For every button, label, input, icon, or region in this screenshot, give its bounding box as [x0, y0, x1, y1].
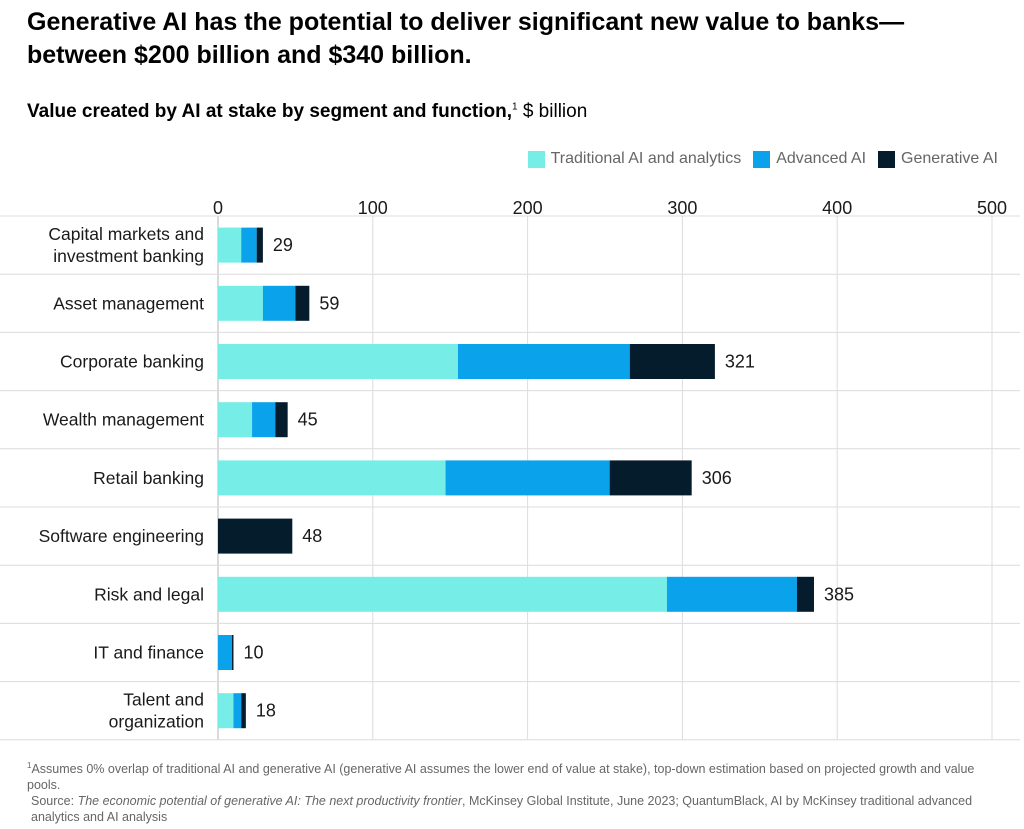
bar-total-label: 18	[256, 701, 276, 721]
x-tick-label-300: 300	[667, 198, 697, 218]
category-label: Risk and legal	[94, 584, 204, 604]
bar-segment-generative	[609, 460, 692, 496]
bar-segment-traditional	[218, 402, 253, 438]
bar-segment-advanced	[262, 285, 296, 321]
bar-segment-generative	[796, 576, 814, 612]
category-label-line: organization	[109, 712, 204, 732]
category-label-line: Talent and	[123, 690, 204, 710]
bar-segment-generative	[275, 402, 288, 438]
legend-item-traditional: Traditional AI and analytics	[527, 150, 742, 168]
x-tick-label-400: 400	[822, 198, 852, 218]
chart-subtitle: Value created by AI at stake by segment …	[27, 101, 587, 123]
chart-headline: Generative AI has the potential to deliv…	[27, 6, 987, 72]
category-label: Retail banking	[93, 468, 204, 488]
bar-segment-advanced	[241, 227, 257, 263]
bar-segment-generative	[218, 518, 293, 554]
bar-segment-advanced	[218, 635, 232, 670]
subtitle-bold: Value created by AI at stake by segment …	[27, 101, 512, 122]
bar-segment-advanced	[233, 693, 242, 729]
category-label-line: investment banking	[53, 246, 204, 266]
category-label-line: Capital markets and	[48, 224, 204, 244]
source-title: The economic potential of generative AI:…	[77, 794, 463, 809]
legend-swatch-generative	[878, 150, 896, 168]
bar-total-label: 48	[302, 526, 322, 546]
bar-total-label: 321	[725, 352, 755, 372]
bar-segment-traditional	[218, 460, 446, 496]
x-tick-label-0: 0	[213, 198, 223, 218]
bar-segment-generative	[295, 285, 310, 321]
stacked-bar-chart: 0 100 200 300 400 500 29 Capital markets and inv…	[0, 198, 1020, 741]
category-label: Capital markets and investment banking	[48, 224, 204, 266]
chart-legend: Traditional AI and analytics Advanced AI…	[516, 150, 998, 168]
bar-segment-generative	[256, 227, 263, 263]
bar-segment-traditional	[218, 285, 263, 321]
x-tick-label-500: 500	[977, 198, 1007, 218]
source-prefix: Source:	[31, 794, 78, 809]
legend-swatch-traditional	[527, 150, 545, 168]
category-label: Software engineering	[39, 526, 204, 546]
bar-total-label: 45	[298, 410, 318, 430]
category-label: Wealth management	[43, 410, 204, 430]
bar-segment-advanced	[252, 402, 276, 438]
legend-swatch-advanced	[753, 150, 771, 168]
x-tick-label-100: 100	[358, 198, 388, 218]
bar-segment-advanced	[445, 460, 610, 496]
bar-segment-generative	[241, 693, 246, 729]
category-label: IT and finance	[93, 643, 204, 663]
legend-label-traditional: Traditional AI and analytics	[550, 150, 742, 167]
category-label-line: Retail banking	[93, 468, 204, 488]
category-label-line: Corporate banking	[60, 352, 204, 372]
subtitle-unit: $ billion	[517, 101, 588, 122]
bar-segment-generative	[629, 344, 715, 379]
bar-segment-traditional	[218, 227, 242, 263]
bar-total-label: 10	[243, 643, 263, 663]
footnotes: 1Assumes 0% overlap of traditional AI an…	[27, 758, 987, 825]
headline-line-1: Generative AI has the potential to deliv…	[27, 8, 905, 36]
source-rest: , McKinsey Global Institute, June 2023; …	[31, 794, 973, 825]
footnote-note-marker: 1	[27, 761, 32, 770]
category-label: Corporate banking	[60, 352, 204, 372]
footnote-marker: 1	[512, 101, 518, 113]
bar-total-label: 59	[319, 293, 339, 313]
legend-label-generative: Generative AI	[901, 150, 998, 167]
footnote-note-text: Assumes 0% overlap of traditional AI and…	[27, 762, 975, 793]
category-label-line: IT and finance	[93, 643, 204, 663]
x-tick-label-200: 200	[513, 198, 543, 218]
bar-segment-traditional	[218, 693, 234, 729]
footnote-note: 1Assumes 0% overlap of traditional AI an…	[27, 758, 987, 793]
bar-total-label: 306	[702, 468, 732, 488]
category-label-line: Risk and legal	[94, 584, 204, 604]
bar-segment-advanced	[457, 344, 630, 379]
bar-total-label: 385	[824, 584, 854, 604]
source-note: Source: The economic potential of genera…	[27, 793, 987, 825]
category-label-line: Software engineering	[39, 526, 204, 546]
category-label: Talent and organization	[109, 690, 204, 732]
bar-segment-traditional	[218, 576, 667, 612]
category-label-line: Wealth management	[43, 410, 204, 430]
legend-label-advanced: Advanced AI	[776, 150, 867, 167]
category-label-line: Asset management	[53, 293, 204, 313]
bar-segment-advanced	[666, 576, 797, 612]
bar-segment-traditional	[218, 344, 458, 379]
headline-line-2: between $200 billion and $340 billion.	[27, 41, 472, 69]
legend-item-generative: Generative AI	[878, 150, 998, 168]
legend-item-advanced: Advanced AI	[753, 150, 866, 168]
bar-segment-generative	[231, 635, 234, 670]
bar-total-label: 29	[273, 235, 293, 255]
category-label: Asset management	[53, 293, 204, 313]
